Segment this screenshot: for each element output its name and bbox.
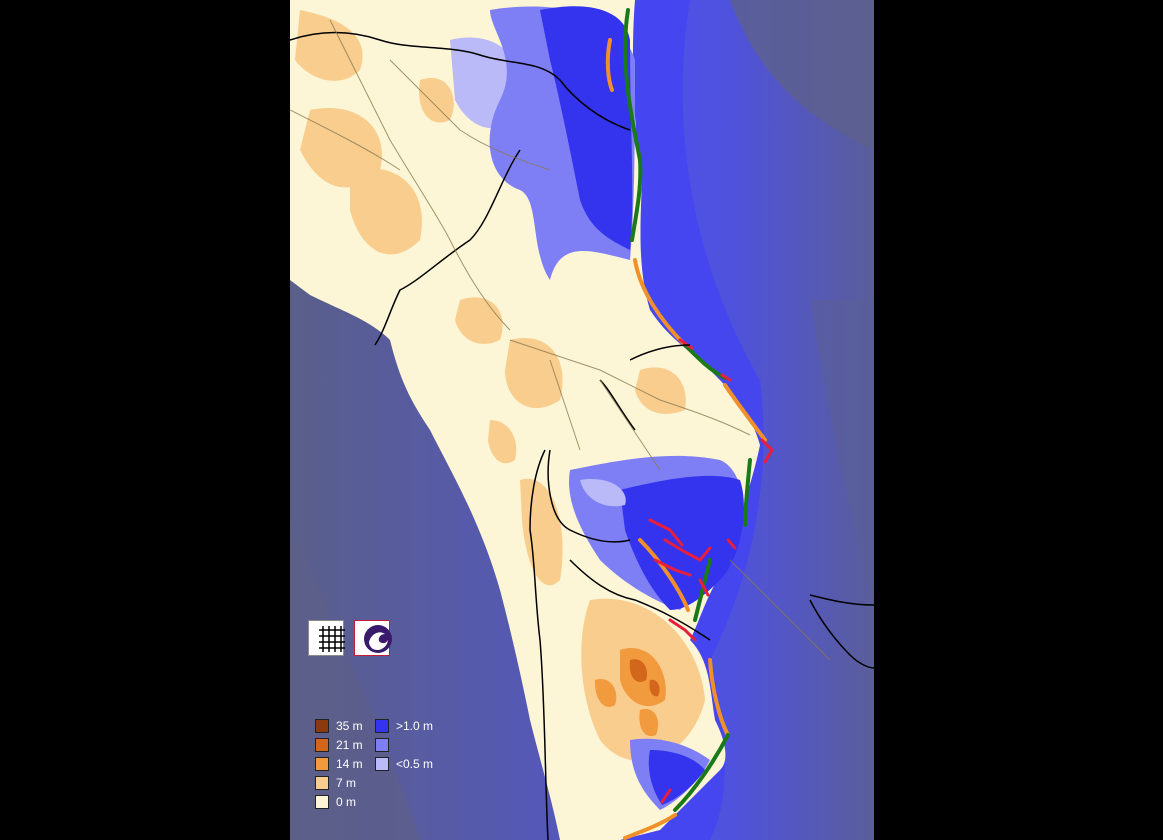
shoreline-red-layer bbox=[648, 338, 774, 804]
legend-label: 14 m bbox=[336, 757, 363, 771]
road-layer bbox=[290, 19, 831, 661]
legend-swatch bbox=[315, 776, 329, 790]
grid-icon bbox=[319, 626, 345, 652]
elevation-peak bbox=[629, 659, 660, 697]
boundary-layer bbox=[290, 31, 874, 840]
legend-label: 21 m bbox=[336, 738, 363, 752]
legend-swatch bbox=[315, 738, 329, 752]
legend-swatch bbox=[375, 757, 389, 771]
legend-label: 7 m bbox=[336, 776, 357, 790]
wave-logo-icon bbox=[364, 625, 392, 653]
legend-swatch bbox=[315, 795, 329, 809]
logo-button[interactable] bbox=[354, 620, 392, 656]
legend-label: <0.5 m bbox=[396, 757, 434, 771]
map-view[interactable] bbox=[290, 0, 874, 840]
shoreline-layer bbox=[605, 8, 767, 840]
legend-swatch bbox=[315, 757, 329, 771]
deep-water-channel-2 bbox=[810, 300, 874, 600]
legend-label: >1.0 m bbox=[396, 719, 434, 733]
legend-swatch bbox=[375, 719, 389, 733]
flood-map[interactable] bbox=[290, 0, 874, 840]
legend-label: 35 m bbox=[336, 719, 363, 733]
legend-swatch bbox=[375, 738, 389, 752]
deep-water-channel bbox=[730, 0, 874, 150]
grid-toggle-button[interactable] bbox=[308, 620, 345, 656]
legend-label: 0 m bbox=[336, 795, 357, 809]
legend-swatch bbox=[315, 719, 329, 733]
